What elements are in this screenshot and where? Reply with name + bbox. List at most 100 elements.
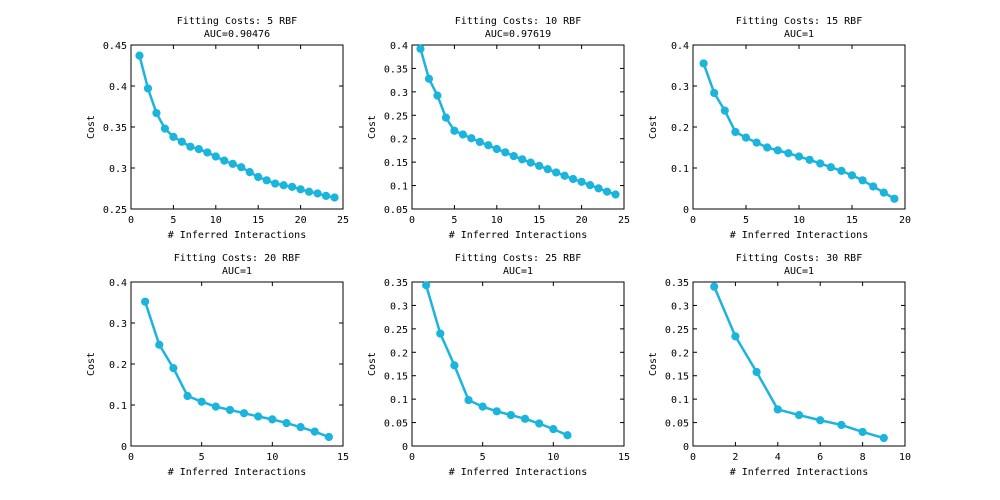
data-point bbox=[271, 179, 280, 188]
data-point bbox=[805, 155, 814, 164]
x-axis-label: # Inferred Interactions bbox=[730, 467, 868, 478]
data-point bbox=[858, 176, 867, 185]
data-point bbox=[543, 165, 552, 174]
y-tick-label: 0 bbox=[683, 205, 689, 216]
data-point bbox=[535, 419, 544, 428]
y-tick-label: 0.25 bbox=[103, 205, 127, 216]
chart-panel-6: 0 2 4 6 8 10 0 0.05 0.1 0.15 0.2 0.25 0.3 0.35 Fitting… bbox=[648, 253, 911, 478]
data-point bbox=[535, 161, 544, 170]
x-tick-label: 10 bbox=[793, 215, 805, 226]
y-tick-label: 0.4 bbox=[390, 41, 408, 52]
y-axis-label: Cost bbox=[86, 352, 97, 376]
data-point bbox=[450, 126, 459, 135]
data-point bbox=[837, 166, 846, 175]
data-point bbox=[458, 130, 467, 139]
chart-title: Fitting Costs: 20 RBF bbox=[174, 253, 300, 264]
y-tick-label: 0.4 bbox=[109, 82, 127, 93]
x-tick-label: 10 bbox=[899, 452, 911, 463]
data-point bbox=[569, 174, 578, 184]
y-tick-label: 0.2 bbox=[671, 348, 689, 359]
x-tick-label: 0 bbox=[128, 215, 134, 226]
series-line bbox=[419, 48, 616, 196]
data-point bbox=[752, 367, 761, 377]
data-point bbox=[506, 410, 516, 420]
chart-panel-2: 0 5 10 15 20 25 0.05 0.1 0.15 0.2 0.25 0.3 0.35 0.4 Fi… bbox=[367, 16, 630, 241]
y-tick-label: 0.2 bbox=[390, 135, 408, 146]
data-point bbox=[197, 397, 206, 406]
y-axis-label: Cost bbox=[648, 352, 659, 376]
data-point bbox=[563, 431, 572, 440]
axes-frame bbox=[411, 281, 625, 447]
data-point bbox=[237, 163, 246, 172]
data-point bbox=[186, 142, 195, 151]
y-tick-label: 0.25 bbox=[384, 111, 408, 122]
data-point bbox=[484, 141, 493, 150]
x-tick-label: 5 bbox=[480, 452, 486, 463]
data-point bbox=[433, 91, 442, 100]
chart-title: Fitting Costs: 15 RBF bbox=[736, 16, 862, 27]
data-point bbox=[228, 159, 237, 168]
data-point bbox=[816, 159, 825, 168]
data-point bbox=[416, 44, 425, 53]
data-point bbox=[816, 416, 825, 425]
data-point bbox=[611, 190, 620, 199]
data-point bbox=[478, 402, 487, 411]
axes-frame bbox=[411, 44, 625, 210]
y-tick-label: 0.3 bbox=[109, 164, 127, 175]
y-axis-label: Cost bbox=[86, 115, 97, 139]
data-point bbox=[254, 412, 263, 421]
chart-panel-3: 0 5 10 15 20 0 0.1 0.2 0.3 0.4 Fitting Costs: 15 R… bbox=[648, 16, 911, 241]
x-tick-label: 2 bbox=[732, 452, 738, 463]
data-point bbox=[296, 423, 305, 432]
x-tick-label: 5 bbox=[170, 215, 176, 226]
data-point bbox=[282, 418, 291, 428]
data-point bbox=[169, 364, 178, 373]
y-axis-label: Cost bbox=[367, 115, 378, 139]
data-point bbox=[155, 340, 164, 349]
y-tick-label: 0.05 bbox=[665, 419, 689, 430]
data-point bbox=[324, 432, 333, 442]
data-point bbox=[773, 146, 782, 155]
x-tick-label: 0 bbox=[690, 452, 696, 463]
data-point bbox=[869, 182, 878, 191]
data-point bbox=[577, 177, 586, 186]
data-point bbox=[518, 155, 527, 164]
data-point bbox=[239, 409, 249, 418]
data-point bbox=[141, 297, 150, 306]
data-point bbox=[194, 145, 203, 154]
data-point bbox=[143, 84, 153, 93]
axes-frame bbox=[130, 281, 344, 447]
y-tick-label: 0.25 bbox=[665, 325, 689, 336]
x-tick-label: 20 bbox=[576, 215, 588, 226]
data-point bbox=[492, 407, 501, 416]
x-tick-label: 10 bbox=[266, 452, 278, 463]
data-point bbox=[720, 106, 729, 115]
data-point bbox=[288, 182, 297, 191]
y-tick-label: 0.35 bbox=[103, 123, 127, 134]
x-tick-label: 15 bbox=[618, 452, 630, 463]
chart-title: Fitting Costs: 5 RBF bbox=[177, 16, 297, 27]
data-point bbox=[741, 133, 751, 142]
data-point bbox=[211, 402, 220, 411]
data-point bbox=[509, 151, 518, 161]
data-point bbox=[520, 414, 530, 423]
data-point bbox=[203, 148, 212, 157]
y-tick-label: 0.1 bbox=[671, 164, 689, 175]
y-tick-label: 0.15 bbox=[665, 372, 689, 383]
data-point bbox=[837, 420, 846, 430]
data-point bbox=[211, 152, 220, 161]
data-point bbox=[847, 171, 857, 180]
x-tick-label: 6 bbox=[817, 452, 823, 463]
y-tick-label: 0.35 bbox=[384, 64, 408, 75]
chart-subtitle: AUC=1 bbox=[784, 266, 814, 277]
axes-frame bbox=[692, 281, 906, 447]
data-point bbox=[710, 282, 719, 291]
y-tick-label: 0.15 bbox=[384, 158, 408, 169]
data-point bbox=[794, 410, 804, 420]
y-tick-label: 0.4 bbox=[671, 41, 689, 52]
y-tick-label: 0.3 bbox=[390, 88, 408, 99]
data-point bbox=[279, 181, 288, 190]
data-point bbox=[594, 184, 603, 193]
chart-panel-1: 0 5 10 15 20 25 0.25 0.3 0.35 0.4 0.45 Fitting Cost… bbox=[86, 16, 349, 241]
